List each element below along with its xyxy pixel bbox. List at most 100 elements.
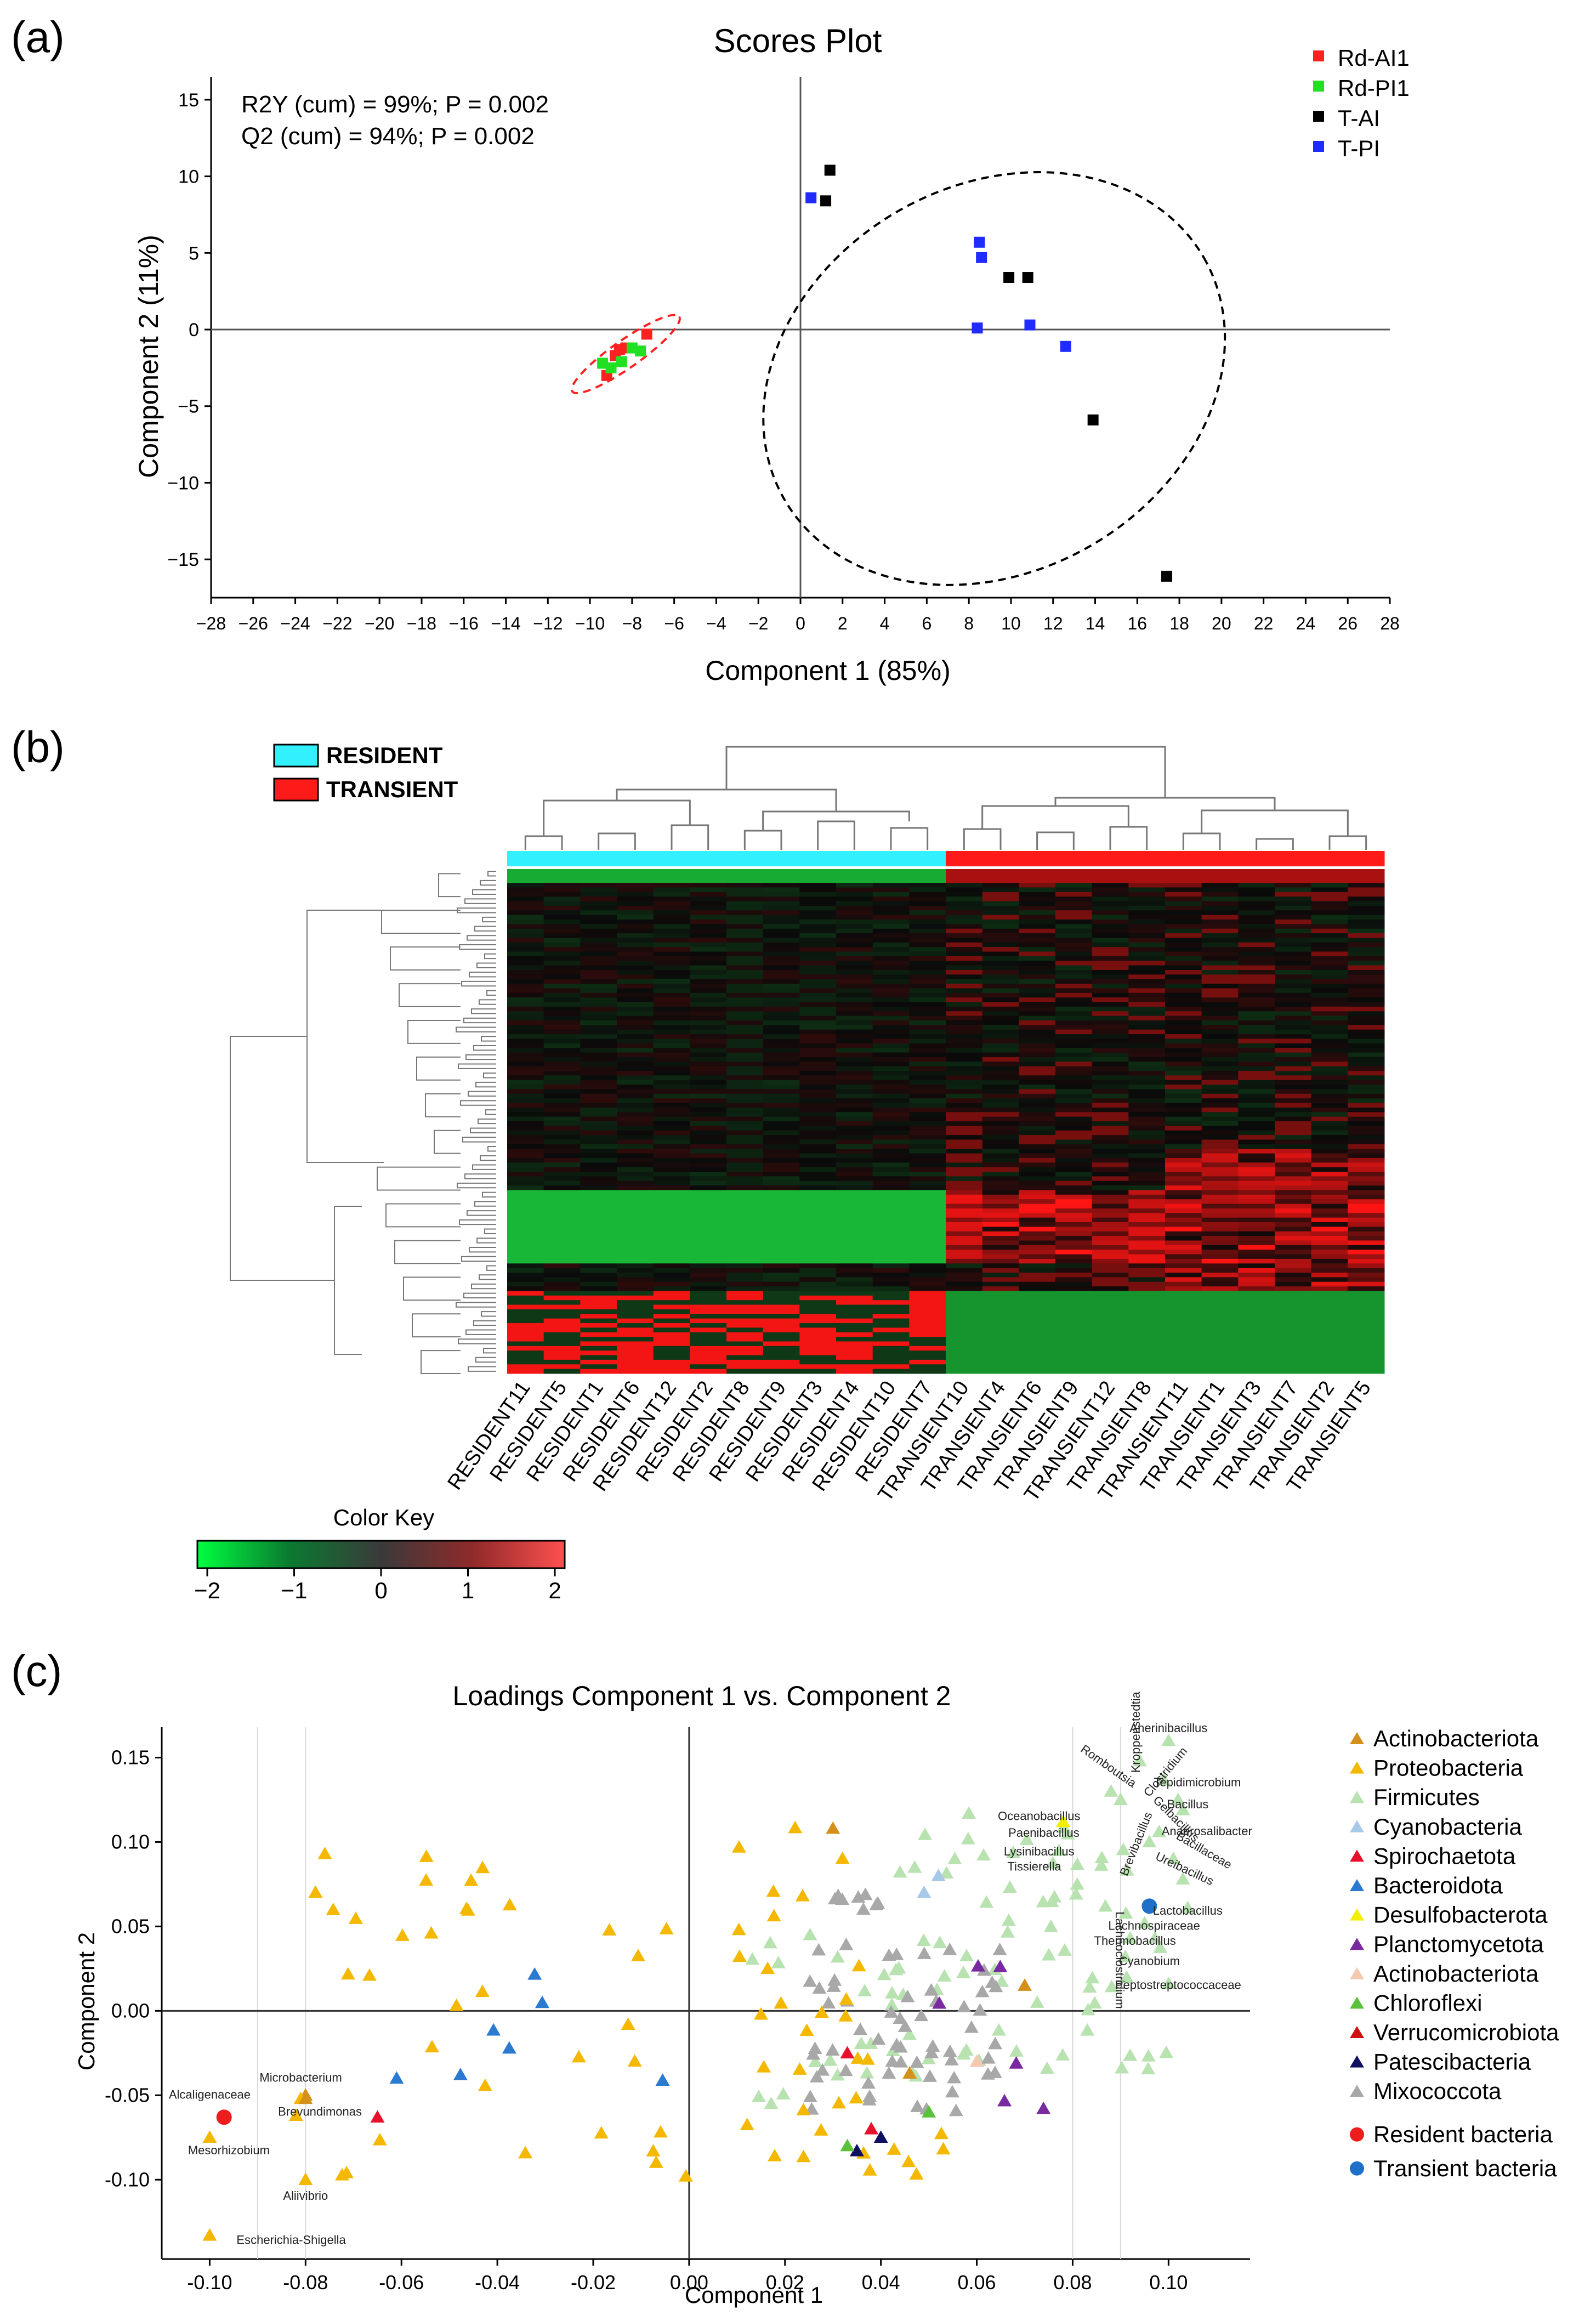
heatmap-cell xyxy=(1311,1089,1348,1094)
heatmap-cell xyxy=(1128,1126,1166,1131)
heatmap-cell xyxy=(690,1222,727,1227)
loadings-y-tick-label: -0.10 xyxy=(105,2168,150,2191)
heatmap-cell xyxy=(1128,1295,1166,1301)
heatmap-cell xyxy=(763,1144,800,1149)
heatmap-cell xyxy=(1055,1277,1093,1282)
heatmap-cell xyxy=(1275,896,1312,902)
column-dendrogram-branch xyxy=(743,830,782,850)
loadings-legend-label: Actinobacteriota xyxy=(1373,1726,1539,1751)
heatmap-cell xyxy=(1348,1304,1385,1310)
heatmap-cell xyxy=(1165,1098,1202,1104)
heatmap-cell xyxy=(690,1153,727,1159)
heatmap-cell xyxy=(690,896,727,902)
heatmap-cell xyxy=(946,1043,983,1048)
firmicutes-point xyxy=(1000,1925,1015,1938)
row-dendrogram-branch xyxy=(472,1164,496,1170)
firmicutes-point xyxy=(1161,1977,1176,1989)
heatmap-cell xyxy=(763,1176,800,1182)
proteobacteria-point xyxy=(202,2228,217,2241)
loadings-legend-marker xyxy=(1350,1879,1364,1891)
heatmap-cell xyxy=(617,1346,654,1351)
heatmap-cell xyxy=(946,873,983,879)
heatmap-cell xyxy=(1128,1015,1166,1021)
heatmap-cell xyxy=(799,1300,837,1306)
heatmap-cell xyxy=(507,1208,544,1213)
heatmap-cell xyxy=(982,1002,1019,1007)
proteobacteria-point xyxy=(814,2005,829,2018)
heatmap-cell xyxy=(763,1332,800,1337)
heatmap-cell xyxy=(1128,1194,1166,1200)
heatmap-cell xyxy=(726,1286,764,1291)
proteobacteria-point xyxy=(594,2126,609,2139)
heatmap-cell xyxy=(653,1039,690,1044)
heatmap-cell xyxy=(580,892,617,897)
heatmap-cell xyxy=(726,974,764,980)
heatmap-cell xyxy=(1055,1089,1093,1094)
heatmap-cell xyxy=(690,956,727,961)
heatmap-cell xyxy=(690,1346,727,1351)
heatmap-cell xyxy=(1348,1286,1385,1291)
heatmap-cell xyxy=(1311,1162,1348,1168)
heatmap-cell xyxy=(799,1281,837,1287)
heatmap-cell xyxy=(1275,928,1312,934)
heatmap-cell xyxy=(982,947,1019,952)
heatmap-cell xyxy=(690,1185,727,1190)
heatmap-cell xyxy=(872,992,910,998)
scores-y-label: Component 2 (11%) xyxy=(133,235,164,478)
heatmap-cell xyxy=(763,892,800,897)
scores-x-tick-label: 0 xyxy=(796,614,805,633)
heatmap-cell xyxy=(1201,1162,1239,1168)
firmicutes-point xyxy=(962,1806,976,1819)
heatmap-cell xyxy=(1311,1355,1348,1360)
scores-y-tick-label: −5 xyxy=(178,396,199,417)
heatmap-cell xyxy=(982,951,1019,957)
heatmap-cell xyxy=(946,1144,983,1149)
heatmap-cell xyxy=(1128,933,1166,938)
heatmap-cell xyxy=(763,1149,800,1154)
heatmap-cell xyxy=(617,887,654,893)
heatmap-cell xyxy=(726,1006,764,1012)
heatmap-cell xyxy=(946,1167,983,1172)
heatmap-cell xyxy=(799,1015,837,1021)
heatmap-cell xyxy=(1275,1286,1312,1291)
firmicutes-point xyxy=(939,1866,954,1879)
heatmap-cell xyxy=(690,920,727,924)
heatmap-cell xyxy=(1275,951,1312,957)
heatmap-cell xyxy=(1055,1112,1093,1117)
heatmap-cell xyxy=(1275,1300,1312,1306)
heatmap-cell xyxy=(946,1011,983,1017)
heatmap-cell xyxy=(982,1167,1019,1172)
heatmap-cell xyxy=(1311,1075,1348,1081)
heatmap-cell xyxy=(543,1277,581,1282)
heatmap-cell xyxy=(763,1153,800,1159)
heatmap-cell xyxy=(1128,1273,1166,1278)
heatmap-cell xyxy=(543,1002,581,1007)
heatmap-cell xyxy=(1275,1139,1312,1145)
heatmap-cell xyxy=(799,1250,837,1255)
firmicutes-point xyxy=(1070,1857,1084,1870)
heatmap-cell xyxy=(1128,988,1166,994)
heatmap-cell xyxy=(909,883,946,888)
heatmap-cell xyxy=(982,1355,1019,1360)
heatmap-cell xyxy=(580,1043,617,1048)
heatmap-cell xyxy=(1092,1066,1129,1071)
heatmap-cell xyxy=(799,910,837,916)
proteobacteria-point xyxy=(862,2163,877,2176)
heatmap-cell xyxy=(726,1157,764,1163)
heatmap-cell xyxy=(1019,1029,1056,1035)
heatmap-cell xyxy=(1275,1107,1312,1113)
heatmap-cell xyxy=(836,873,873,879)
heatmap-cell xyxy=(617,1085,654,1089)
heatmap-cell xyxy=(1019,992,1056,998)
heatmap-cell xyxy=(580,1346,617,1351)
heatmap-cell xyxy=(909,1295,946,1301)
heatmap-cell xyxy=(799,1048,837,1053)
heatmap-cell xyxy=(580,1245,617,1250)
heatmap-cell xyxy=(653,1167,690,1172)
heatmap-cell xyxy=(1275,1006,1312,1012)
heatmap-cell xyxy=(872,878,910,883)
mixococcota-point xyxy=(803,1974,817,1987)
heatmap-cell xyxy=(909,869,946,874)
heatmap-cell xyxy=(799,1002,837,1007)
